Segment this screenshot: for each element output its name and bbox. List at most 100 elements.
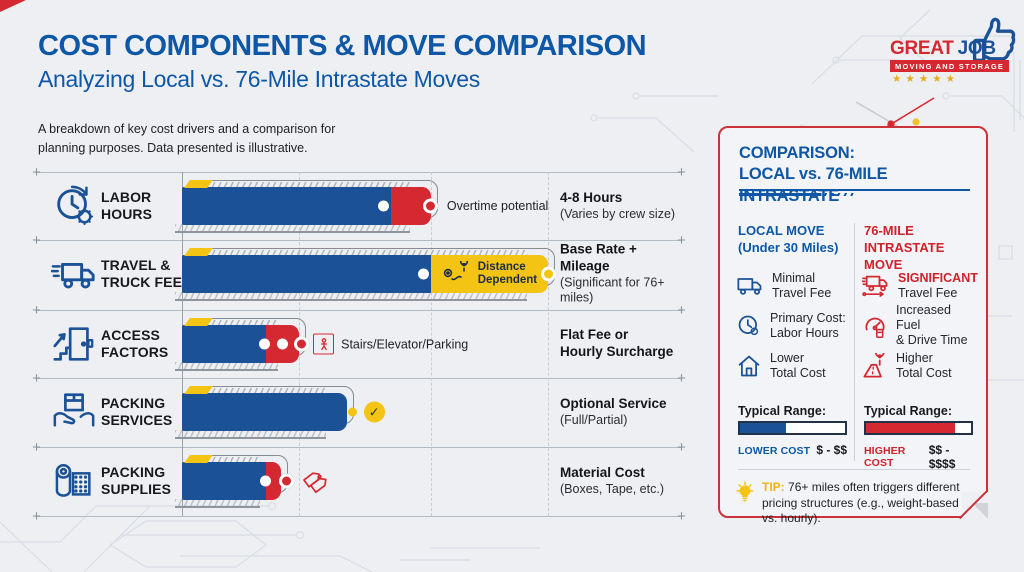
panel-title: COMPARISON: LOCAL vs. 76-MILE INTRASTATE bbox=[739, 144, 888, 205]
comparison-panel: COMPARISON: LOCAL vs. 76-MILE INTRASTATE… bbox=[718, 126, 989, 525]
category-label: TRAVEL & TRUCK FEE bbox=[101, 257, 183, 290]
list-item: SIGNIFICANT Travel Fee bbox=[862, 269, 978, 302]
logo-tagline: MOVING AND STORAGE bbox=[890, 60, 1010, 72]
bar-accent-segment: Distance Dependent bbox=[430, 255, 548, 293]
marker-dot bbox=[259, 338, 271, 350]
intrastate-move-items: SIGNIFICANT Travel Fee Increased Fuel & … bbox=[862, 269, 978, 389]
chart-row-packing-supplies: PACKING SUPPLIES bbox=[37, 447, 681, 515]
cost-row-intrastate: HIGHER COST $$ - $$$$ bbox=[864, 443, 956, 471]
list-item: Higher Total Cost bbox=[862, 349, 974, 382]
range-bar-intrastate bbox=[864, 421, 973, 435]
local-move-header: LOCAL MOVE (Under 30 Miles) bbox=[738, 223, 839, 255]
typical-range-label-intrastate: Typical Range: bbox=[864, 404, 952, 418]
tip-note: TIP: 76+ miles often triggers different … bbox=[734, 480, 976, 527]
category-label: ACCESS FACTORS bbox=[101, 327, 169, 360]
list-item: Minimal Travel Fee bbox=[736, 269, 848, 302]
bar-base-segment bbox=[182, 462, 267, 500]
truck-icon bbox=[736, 274, 764, 298]
cost-components-chart: + + + + + + + + + + + + LABOR HOURS bbox=[32, 164, 686, 524]
chart-row-labor-hours: LABOR HOURS Overtime potential 4-8 Hours… bbox=[37, 172, 681, 240]
truck-icon bbox=[51, 251, 97, 297]
row-separator: + + bbox=[32, 370, 686, 387]
route-pins-icon bbox=[442, 261, 472, 287]
fast-truck-icon bbox=[862, 273, 890, 299]
panel-corner-notch bbox=[962, 492, 989, 519]
panel-title-underline-accent bbox=[739, 193, 857, 196]
bar-shadow bbox=[175, 224, 410, 233]
gridline bbox=[548, 172, 549, 516]
page-title: COST COMPONENTS & MOVE COMPARISON bbox=[38, 30, 647, 62]
bar-annotation: Stairs/Elevator/Parking bbox=[313, 333, 468, 355]
bulb-icon bbox=[734, 480, 756, 527]
price-tags-icon bbox=[298, 465, 332, 497]
row-separator: + + bbox=[32, 164, 686, 181]
range-fill-local bbox=[740, 423, 787, 433]
check-circle-icon: ✓ bbox=[363, 401, 385, 423]
chart-row-travel-truck-fee: TRAVEL & TRUCK FEE bbox=[37, 240, 681, 308]
typical-range-label-local: Typical Range: bbox=[738, 404, 826, 418]
row-descriptor: Flat Fee or Hourly Surcharge bbox=[560, 327, 674, 359]
bar-plot: ✓ bbox=[175, 386, 548, 439]
row-descriptor: Material Cost (Boxes, Tape, etc.) bbox=[560, 464, 664, 496]
marker-ring-dot bbox=[541, 266, 556, 282]
column-divider bbox=[854, 223, 855, 461]
house-icon bbox=[736, 353, 762, 379]
bar-accent-segment bbox=[266, 462, 281, 500]
cost-row-local: LOWER COST $ - $$ bbox=[738, 443, 847, 457]
bar-base-segment bbox=[182, 393, 347, 431]
bar-shadow bbox=[175, 499, 260, 508]
bar-annotation: ✓ bbox=[347, 401, 385, 423]
door-stairs-icon bbox=[51, 321, 97, 367]
bar-base-segment bbox=[182, 187, 391, 225]
distance-dependent-label: Distance Dependent bbox=[442, 261, 537, 287]
logo-stars: ★★★★★ bbox=[892, 73, 960, 85]
gridline bbox=[431, 172, 432, 516]
marker-dot bbox=[377, 200, 389, 212]
marker-dot bbox=[260, 475, 272, 487]
list-item: Lower Total Cost bbox=[736, 349, 848, 382]
bar-plot: Stairs/Elevator/Parking bbox=[175, 318, 548, 371]
bar-shadow bbox=[175, 292, 527, 301]
row-descriptor: Optional Service (Full/Partial) bbox=[560, 395, 667, 427]
row-separator: + + bbox=[32, 302, 686, 319]
range-bar-local bbox=[738, 421, 847, 435]
bar-plot: Distance Dependent bbox=[175, 248, 556, 301]
category-label: PACKING SERVICES bbox=[101, 395, 173, 428]
panel-corner-shadow bbox=[972, 503, 988, 519]
clock-gear-icon bbox=[51, 183, 97, 229]
marker-ring-dot bbox=[278, 473, 294, 489]
bar-annotation: Overtime potential bbox=[446, 199, 549, 213]
page-description: A breakdown of key cost drivers and a co… bbox=[38, 122, 336, 156]
bar-plot: Overtime potential bbox=[175, 180, 549, 233]
packing-roll-icon bbox=[51, 458, 97, 504]
panel-title-underline bbox=[739, 189, 970, 191]
marker-dot bbox=[347, 407, 357, 417]
bar-base-segment bbox=[182, 255, 431, 293]
local-move-items: Minimal Travel Fee Primary Cost: Labor H… bbox=[736, 269, 848, 389]
list-item: Increased Fuel & Drive Time bbox=[862, 303, 974, 347]
marker-dot bbox=[417, 268, 429, 280]
bar-shadow bbox=[175, 362, 279, 371]
tip-divider bbox=[738, 469, 970, 470]
marker-dot bbox=[277, 338, 289, 350]
category-label: LABOR HOURS bbox=[101, 189, 153, 222]
marker-ring-dot bbox=[422, 198, 438, 214]
clock-icon bbox=[736, 313, 762, 339]
page-subtitle: Analyzing Local vs. 76-Mile Intrastate M… bbox=[38, 66, 480, 92]
bar-annotation bbox=[298, 465, 332, 497]
company-logo: GREAT JOB MOVING AND STORAGE ★★★★★ bbox=[882, 17, 1016, 86]
bar-base-segment bbox=[182, 325, 267, 363]
row-descriptor: 4-8 Hours (Varies by crew size) bbox=[560, 189, 676, 221]
chart-row-access-factors: ACCESS FACTORS bbox=[37, 310, 681, 378]
row-descriptor: Base Rate + Mileage (Significant for 76+… bbox=[560, 241, 665, 305]
road-pin-icon bbox=[862, 352, 888, 379]
marker-ring-dot bbox=[294, 336, 310, 352]
chart-row-packing-services: PACKING SERVICES ✓ Optional Service (Ful… bbox=[37, 378, 681, 446]
row-separator: + + bbox=[32, 232, 686, 249]
elevator-person-icon bbox=[313, 333, 335, 355]
row-separator: + + bbox=[32, 439, 686, 456]
intrastate-move-header: 76-MILE INTRASTATE MOVE bbox=[864, 223, 945, 272]
category-label: PACKING SUPPLIES bbox=[101, 464, 172, 497]
bar-shadow bbox=[175, 430, 326, 439]
